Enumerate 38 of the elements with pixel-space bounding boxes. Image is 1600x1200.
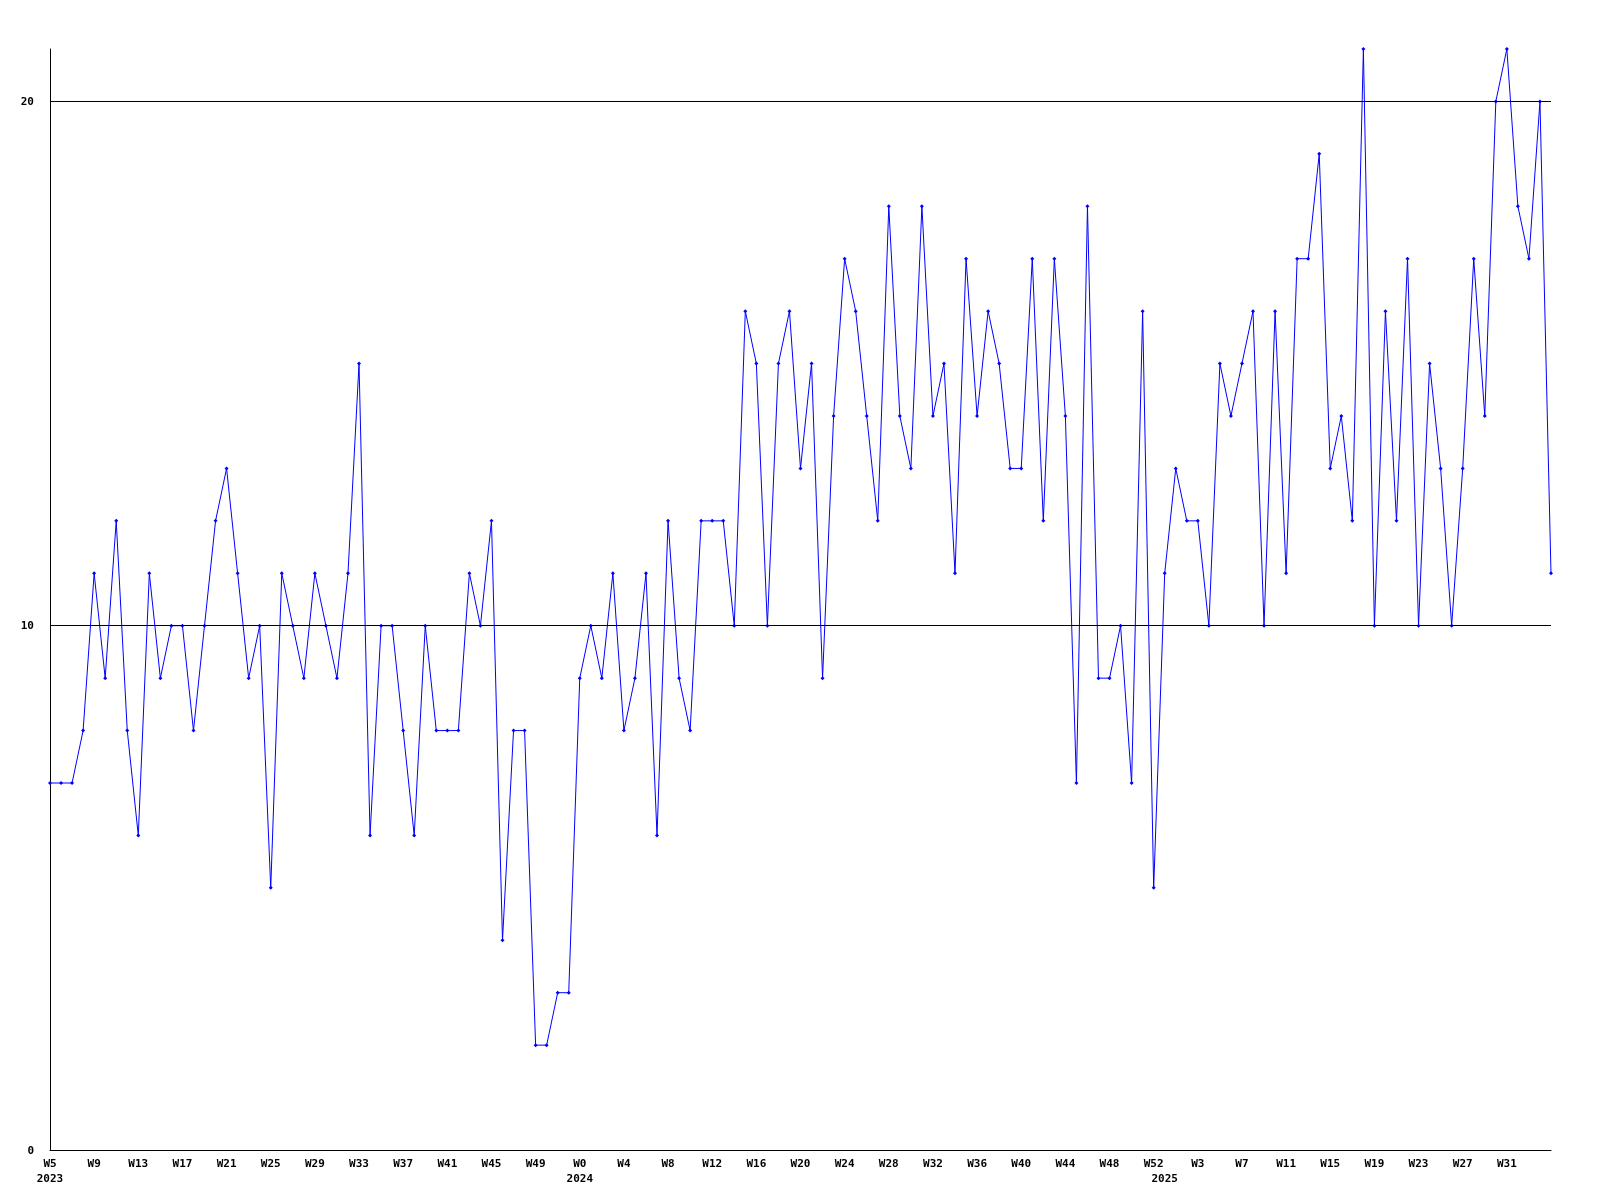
x-tick-label: W44 (1055, 1157, 1076, 1170)
x-tick-label: W29 (304, 1157, 325, 1170)
x-tick-label: W36 (967, 1157, 988, 1170)
x-tick-label: W19 (1364, 1157, 1385, 1170)
x-tick-label: W17 (172, 1157, 193, 1170)
x-tick-label: 2025 (1151, 1172, 1178, 1185)
x-tick-label: W25 (260, 1157, 281, 1170)
x-tick-label: W20 (790, 1157, 811, 1170)
x-tick-label: W27 (1452, 1157, 1473, 1170)
x-tick-label: W5 2023 (36, 1157, 64, 1185)
x-tick-label: W15 (1320, 1157, 1341, 1170)
x-tick-label: W3 (1191, 1157, 1205, 1170)
x-tick-label: W49 (525, 1157, 546, 1170)
x-tick-label: W16 (746, 1157, 767, 1170)
x-tick-label: W23 (1408, 1157, 1429, 1170)
x-tick-label: W7 (1235, 1157, 1249, 1170)
x-tick-label: W40 (1011, 1157, 1032, 1170)
x-tick-label: W33 (349, 1157, 369, 1170)
x-tick-label: W11 (1276, 1157, 1297, 1170)
x-tick-label: W0 2024 (566, 1157, 594, 1185)
x-tick-label: W24 (834, 1157, 855, 1170)
y-tick-label: 0 (27, 1143, 34, 1157)
x-tick-label: W41 (437, 1157, 458, 1170)
x-tick-label: W9 (87, 1157, 101, 1170)
y-tick-label: 10 (20, 619, 34, 633)
x-tick-label: W12 (702, 1157, 723, 1170)
x-tick-label: W13 (128, 1157, 149, 1170)
x-tick-label: W52 (1143, 1157, 1164, 1170)
x-tick-label: W8 (661, 1157, 675, 1170)
x-tick-label: W21 (216, 1157, 237, 1170)
x-tick-label: W4 (617, 1157, 631, 1170)
x-tick-label: W48 (1099, 1157, 1120, 1170)
x-tick-label: W28 (878, 1157, 899, 1170)
x-tick-label: W31 (1496, 1157, 1518, 1170)
y-tick-label: 20 (20, 94, 34, 108)
x-tick-label: W32 (923, 1157, 943, 1170)
x-tick-label: W45 (481, 1157, 502, 1170)
x-tick-label: W37 (393, 1157, 414, 1170)
